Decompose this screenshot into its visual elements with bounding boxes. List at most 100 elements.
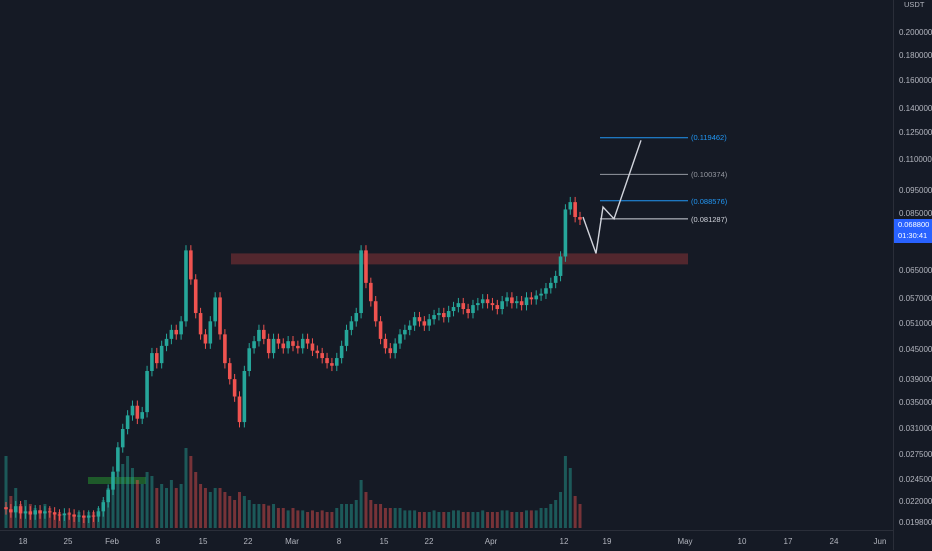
volume-bar: [490, 512, 494, 528]
price-tick: 0.065000: [899, 266, 932, 275]
volume-bar: [62, 516, 66, 528]
time-axis[interactable]: 18 25 Feb 8 15 22 Mar 8 15 22 Apr 12 19 …: [0, 530, 893, 551]
candle-body: [271, 338, 276, 354]
candle-body: [505, 297, 509, 302]
candle-body: [281, 343, 286, 349]
candle-body: [349, 321, 354, 330]
candle-body: [471, 305, 475, 314]
volume-bar: [539, 508, 543, 528]
volume-bar: [310, 510, 314, 528]
volume-bar: [403, 510, 407, 528]
volume-bar: [165, 488, 169, 528]
chart-area[interactable]: (0.119462) (0.100374) (0.088576) (0.0812…: [0, 0, 893, 530]
candle-body: [257, 329, 261, 342]
volume-bar: [476, 512, 480, 528]
time-tick: 19: [602, 537, 612, 546]
candle-body: [38, 510, 42, 514]
volume-bar: [500, 510, 504, 528]
volume-bar: [155, 488, 159, 528]
volume-bar: [432, 510, 436, 528]
candle-body: [33, 510, 37, 515]
price-chart[interactable]: [0, 0, 893, 530]
volume-bar: [194, 472, 198, 528]
candle-body: [422, 321, 427, 326]
volume-bar: [447, 512, 451, 528]
volume-bar: [481, 510, 485, 528]
candle-body: [145, 371, 149, 413]
candle-body: [227, 363, 232, 380]
volume-bar: [208, 492, 212, 528]
volume-bar: [135, 480, 139, 528]
candle-body: [86, 515, 91, 518]
price-axis[interactable]: USDT 0.200000 0.180000 0.160000 0.140000…: [893, 0, 932, 550]
time-tick: Apr: [484, 537, 498, 546]
candle-body: [417, 317, 422, 322]
bar-countdown: 01:30:41: [898, 231, 928, 240]
candle-body: [218, 297, 222, 335]
candle-body: [330, 363, 334, 366]
candle-body: [296, 345, 300, 349]
price-tick: 0.125000: [899, 128, 932, 137]
time-tick: 17: [783, 537, 793, 546]
volume-bar: [242, 496, 246, 528]
volume-bar: [505, 510, 509, 528]
volume-bar: [48, 508, 52, 528]
volume-bar: [354, 500, 358, 528]
volume-bar: [559, 492, 563, 528]
candle-body: [232, 379, 237, 397]
volume-bar: [189, 456, 193, 528]
volume-bar: [413, 510, 417, 528]
time-tick: 22: [424, 537, 434, 546]
candle-body: [52, 512, 57, 515]
volume-bar: [515, 512, 519, 528]
candle-body: [490, 303, 495, 306]
candle-body: [524, 297, 529, 306]
volume-bar: [247, 500, 251, 528]
volume-bar: [257, 504, 261, 528]
price-tick: 0.022000: [899, 497, 932, 506]
candle-body: [354, 313, 359, 322]
volume-bar: [573, 496, 577, 528]
candle-body: [23, 511, 28, 514]
candle-body: [432, 315, 436, 320]
price-tick: 0.085000: [899, 209, 932, 218]
candle-body: [359, 250, 363, 314]
volume-bar: [568, 468, 572, 528]
volume-bar: [364, 492, 368, 528]
volume-bar: [4, 456, 8, 528]
time-tick: 15: [379, 537, 389, 546]
time-tick: Mar: [285, 537, 299, 546]
candle-body: [111, 471, 115, 490]
price-tick: 0.027500: [899, 450, 932, 459]
price-tick: 0.031000: [899, 424, 932, 433]
time-tick: 25: [63, 537, 73, 546]
price-tick: 0.160000: [899, 76, 932, 85]
price-tick: 0.019800: [899, 518, 932, 527]
volume-bar: [437, 512, 441, 528]
candle-body: [159, 345, 164, 364]
volume-bar: [495, 512, 499, 528]
volume-bar: [228, 496, 232, 528]
candle-body: [446, 311, 451, 318]
price-tick: 0.095000: [899, 186, 932, 195]
candle-body: [544, 288, 548, 294]
time-tick: May: [677, 537, 693, 546]
fib-label-0: (0.119462): [691, 133, 727, 142]
candle-body: [208, 321, 213, 344]
price-tick: 0.035000: [899, 398, 932, 407]
volume-bar: [213, 488, 217, 528]
candle-body: [247, 348, 252, 372]
time-tick: Feb: [105, 537, 119, 546]
candle-body: [4, 507, 8, 510]
price-tick: 0.057000: [899, 294, 932, 303]
time-tick: 12: [559, 537, 569, 546]
volume-bar: [121, 464, 125, 528]
candle-body: [553, 275, 558, 283]
time-tick: 15: [198, 537, 208, 546]
current-price: 0.068800: [898, 220, 930, 229]
volume-bar: [72, 516, 76, 528]
candle-body: [529, 297, 534, 300]
candle-body: [286, 341, 290, 349]
fib-label-1: (0.100374): [691, 170, 728, 179]
candle-body: [383, 338, 388, 349]
